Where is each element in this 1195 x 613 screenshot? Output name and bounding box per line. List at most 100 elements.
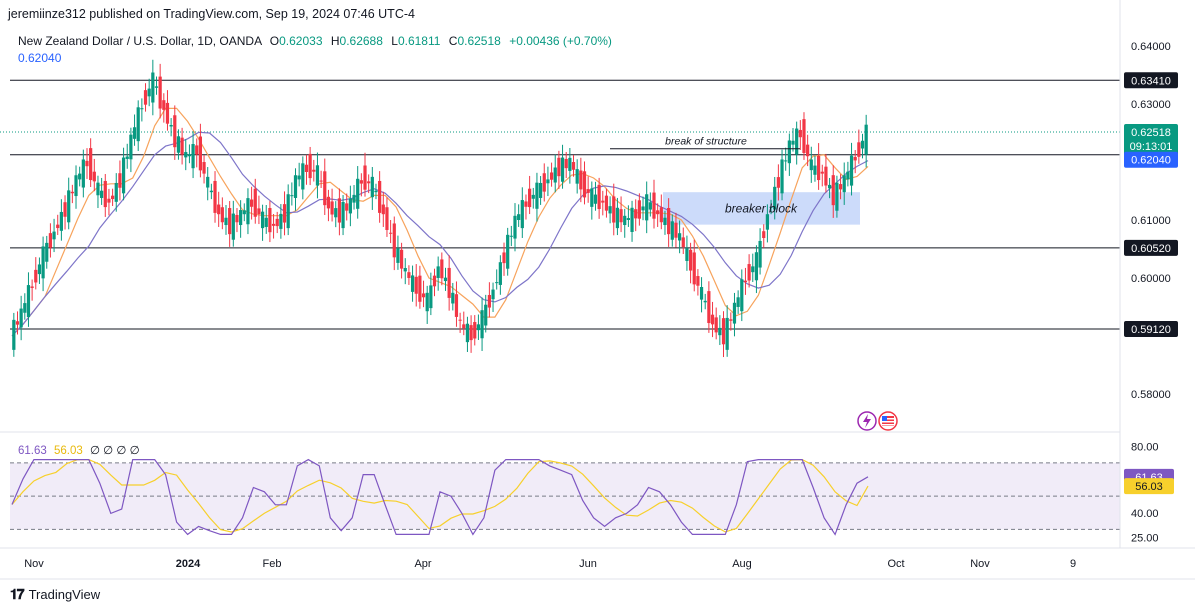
candle-body	[593, 194, 598, 204]
candle-body	[849, 155, 854, 186]
footer[interactable]: 𝟏𝟕 TradingView	[10, 586, 100, 603]
last-price-label: 0.62518	[1131, 127, 1171, 139]
rsi-ma-line	[11, 458, 869, 533]
candle-body	[132, 127, 137, 139]
candle-body	[806, 144, 810, 157]
candle-body	[476, 324, 481, 331]
price-tick: 0.60000	[1131, 273, 1171, 285]
candle-body	[74, 175, 78, 197]
candle-body	[19, 308, 23, 328]
candle-body	[597, 184, 601, 210]
candle-body	[747, 264, 751, 281]
candle-body	[776, 177, 780, 188]
candle-body	[162, 100, 166, 110]
candle-body	[736, 297, 740, 307]
symbol-title: New Zealand Dollar / U.S. Dollar, 1D, OA…	[18, 34, 262, 48]
candle-body	[619, 209, 623, 223]
candle-body	[154, 86, 159, 88]
candle-body	[26, 285, 31, 318]
candle-body	[147, 88, 151, 97]
candle-body	[809, 159, 813, 171]
candle-body	[773, 186, 777, 210]
candle-body	[418, 275, 422, 302]
candle-body	[389, 232, 393, 234]
candle-body	[114, 182, 118, 202]
flag-white-stripe	[882, 418, 894, 420]
candle-body	[469, 325, 473, 341]
candle-body	[520, 200, 524, 229]
candle-body	[553, 167, 557, 183]
candle-body	[48, 233, 53, 248]
time-tick: Apr	[414, 558, 431, 570]
ma-value: 0.62040	[18, 51, 62, 65]
rsi-ma-label: 56.03	[1135, 481, 1163, 493]
price-tick: 0.61000	[1131, 215, 1171, 227]
last-price-bg	[1124, 124, 1178, 154]
candle-body	[480, 310, 484, 339]
level-price-label: 0.59120	[1131, 324, 1171, 336]
candle-body	[41, 246, 45, 279]
candle-body	[762, 231, 766, 239]
candle-body	[45, 242, 49, 262]
candle-body	[831, 175, 835, 206]
candle-body	[443, 277, 448, 282]
level-price-label-bg	[1124, 239, 1178, 256]
candle-body	[663, 217, 667, 226]
flag-white-stripe	[882, 421, 894, 423]
candle-body	[560, 157, 565, 182]
candle-body	[121, 157, 126, 194]
candle-body	[451, 292, 455, 304]
candle-body	[458, 319, 462, 321]
candle-body	[791, 140, 795, 145]
candle-body	[187, 154, 192, 157]
candle-body	[198, 136, 203, 171]
candle-body	[659, 207, 663, 223]
candle-body	[528, 188, 532, 208]
price-tick: 0.63000	[1131, 99, 1171, 111]
rsi-tick: 25.00	[1131, 533, 1159, 545]
candle-body	[279, 213, 283, 229]
candle-body	[206, 176, 210, 188]
candle-body	[425, 292, 429, 312]
level-price-label-bg	[1124, 72, 1178, 89]
candle-body	[246, 198, 250, 225]
candle-body	[498, 262, 502, 285]
flag-white-stripe	[882, 424, 894, 426]
candle-body	[732, 302, 737, 324]
breaker-block-zone[interactable]	[663, 192, 860, 225]
candle-body	[564, 158, 568, 169]
candle-body	[407, 272, 411, 278]
candle-body	[92, 171, 96, 182]
candle-body	[304, 164, 309, 172]
candle-body	[312, 169, 316, 172]
candle-body	[729, 319, 733, 321]
candle-body	[667, 208, 671, 235]
candle-body	[52, 231, 56, 240]
candle-body	[780, 159, 784, 194]
rsi-legend: 61.63 56.03 ∅ ∅ ∅ ∅	[18, 443, 140, 457]
candle-body	[352, 194, 356, 203]
candle-body	[835, 182, 839, 211]
candle-body	[85, 160, 89, 167]
candle-body	[502, 252, 506, 264]
ma-short-line	[11, 107, 869, 337]
ohlc-low-label: L	[391, 34, 398, 48]
event-icons[interactable]	[857, 411, 898, 431]
candle-body	[864, 124, 868, 155]
candle-body	[290, 195, 294, 197]
candle-body	[721, 318, 726, 345]
annotations-layer: break of structure breaker block	[610, 136, 800, 215]
candle-body	[129, 134, 133, 160]
candle-body	[96, 182, 100, 196]
candle-body	[118, 173, 122, 188]
candle-body	[367, 181, 371, 184]
candle-body	[652, 192, 656, 219]
candle-body	[37, 264, 42, 275]
candle-body	[846, 171, 850, 180]
rsi-ma-legend: 56.03	[53, 445, 83, 457]
candle-body	[217, 204, 221, 215]
candle-body	[169, 125, 173, 127]
candle-body	[403, 268, 407, 272]
rsi-value-legend: 61.63	[18, 445, 47, 457]
